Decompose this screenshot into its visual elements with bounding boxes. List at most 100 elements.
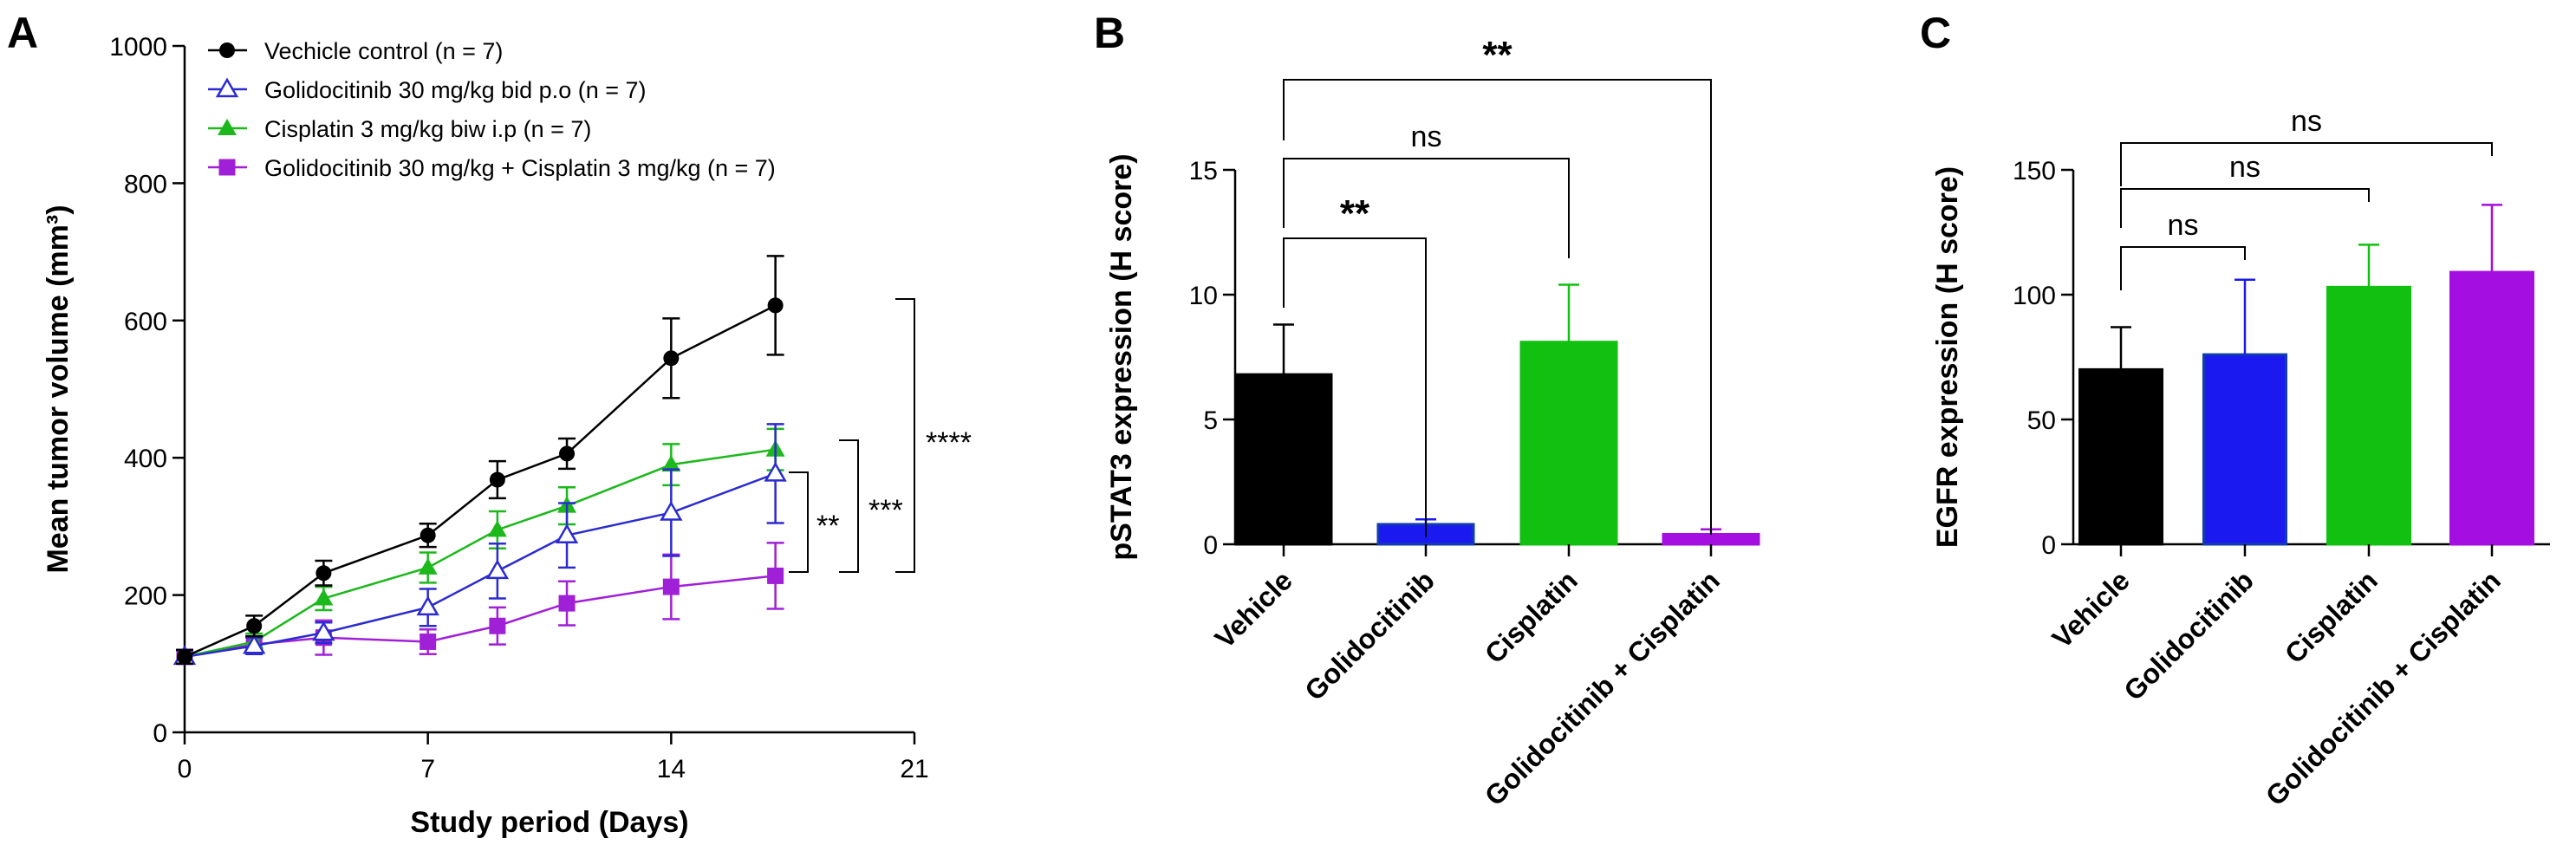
point-marker (218, 159, 236, 176)
category-label: Vehicle (1209, 564, 1298, 653)
point-marker (489, 617, 506, 634)
comparison-label: ns (2168, 209, 2199, 242)
comparison-label: ns (2291, 105, 2322, 138)
y-tick-label: 600 (124, 308, 167, 336)
comparison-label: ns (1411, 120, 1442, 153)
series-line (184, 472, 777, 659)
series-3 (175, 427, 785, 666)
point-marker (420, 527, 436, 543)
significance-label: **** (926, 426, 972, 459)
category-label: Golidocitinib + Cisplatin (2260, 564, 2507, 811)
x-axis-title: Study period (Days) (410, 806, 688, 839)
x-tick-label: 7 (420, 755, 435, 783)
point-marker (555, 523, 579, 543)
y-axis-title: pSTAT3 expression (H score) (1105, 153, 1138, 560)
legend-entry: Golidocitinib 30 mg/kg bid p.o (n = 7) (264, 77, 647, 103)
point-marker (559, 445, 576, 462)
point-marker (246, 618, 263, 634)
category-label: Vehicle (2046, 564, 2136, 653)
comparison-bracket (1283, 237, 1427, 537)
point-marker (558, 595, 576, 612)
significance-label: ** (816, 510, 839, 543)
bar (2449, 270, 2534, 546)
point-marker (219, 42, 235, 58)
y-tick-label: 1000 (109, 33, 167, 62)
bar (2326, 285, 2411, 546)
y-tick-label: 0 (153, 719, 167, 748)
point-marker (312, 621, 335, 641)
point-marker (177, 648, 192, 665)
category-label: Golidocitinib (2117, 564, 2260, 706)
y-axis-title: EGFR expression (H score) (1931, 166, 1964, 548)
significance-bracket (895, 298, 915, 573)
y-tick-label: 200 (124, 582, 167, 611)
significance-bracket (789, 471, 809, 573)
point-marker (215, 77, 239, 98)
series-line (184, 304, 777, 659)
significance-bracket (839, 439, 859, 573)
bar (1519, 341, 1618, 546)
panel-letter-b: B (1094, 9, 1125, 57)
bar (1234, 373, 1333, 546)
bar (2078, 367, 2163, 546)
point-marker (416, 595, 439, 616)
legend-entry: Cisplatin 3 mg/kg biw i.p (n = 7) (264, 116, 591, 142)
point-marker (418, 557, 438, 575)
category-label: Golidocitinib + Cisplatin (1479, 564, 1726, 811)
bar (1662, 532, 1760, 546)
y-tick-label: 5 (1203, 406, 1218, 435)
category-label: Cisplatin (1479, 564, 1584, 669)
y-axis-title: Mean tumor volume (mm³) (42, 205, 75, 573)
legend-entry: Golidocitinib 30 mg/kg + Cisplatin 3 mg/… (264, 155, 776, 181)
panel-a-line-chart: A 0 200 400 600 800 1000 0 7 14 21 Study period (Da… (7, 9, 972, 839)
comparison-label: ns (2229, 151, 2261, 184)
point-marker (485, 559, 510, 580)
y-tick-label: 10 (1189, 282, 1218, 310)
y-tick-label: 100 (2013, 282, 2056, 310)
series-line (184, 448, 776, 659)
category-label: Cisplatin (2279, 564, 2384, 669)
comparison-bracket (1283, 158, 1570, 258)
series-4 (176, 542, 784, 666)
point-marker (489, 471, 505, 488)
series-2 (172, 423, 787, 666)
x-tick-label: 14 (657, 755, 686, 783)
point-marker (315, 565, 332, 582)
comparison-bracket (2120, 188, 2370, 228)
point-marker (487, 520, 507, 537)
bar (2202, 353, 2287, 546)
series-line (184, 575, 776, 659)
category-label: Golidocitinib (1298, 564, 1441, 706)
point-marker (314, 588, 334, 606)
panel-c-bar-chart: C 0 50 100 150 EGFR expression (H score) Vehic… (1920, 9, 2550, 812)
panel-letter-c: C (1920, 9, 1951, 57)
y-tick-label: 0 (1203, 531, 1218, 560)
panel-letter-a: A (7, 9, 38, 57)
x-tick-label: 21 (900, 755, 928, 783)
series-1 (176, 255, 784, 666)
y-tick-label: 0 (2041, 531, 2056, 560)
point-marker (218, 119, 237, 135)
comparison-bracket (1283, 79, 1712, 535)
point-marker (767, 567, 784, 584)
point-marker (243, 634, 266, 654)
point-marker (663, 350, 680, 367)
y-tick-label: 150 (2013, 157, 2056, 185)
point-marker (764, 461, 787, 482)
significance-label: *** (868, 494, 903, 527)
point-marker (662, 578, 680, 595)
comparison-bracket (2120, 246, 2246, 290)
legend-entry: Vechicle control (n = 7) (264, 38, 503, 64)
y-tick-label: 800 (124, 170, 167, 198)
y-tick-label: 50 (2027, 406, 2056, 435)
y-tick-label: 400 (124, 445, 167, 473)
point-marker (420, 633, 437, 650)
point-marker (660, 501, 683, 521)
panel-b-bar-chart: B 0 5 10 15 pSTAT3 expression (H score) Vehicl… (1094, 9, 1760, 812)
comparison-label: ** (1482, 34, 1512, 76)
x-tick-label: 0 (178, 755, 192, 783)
point-marker (767, 297, 784, 314)
y-tick-label: 15 (1189, 157, 1218, 185)
comparison-bracket (2120, 142, 2493, 186)
